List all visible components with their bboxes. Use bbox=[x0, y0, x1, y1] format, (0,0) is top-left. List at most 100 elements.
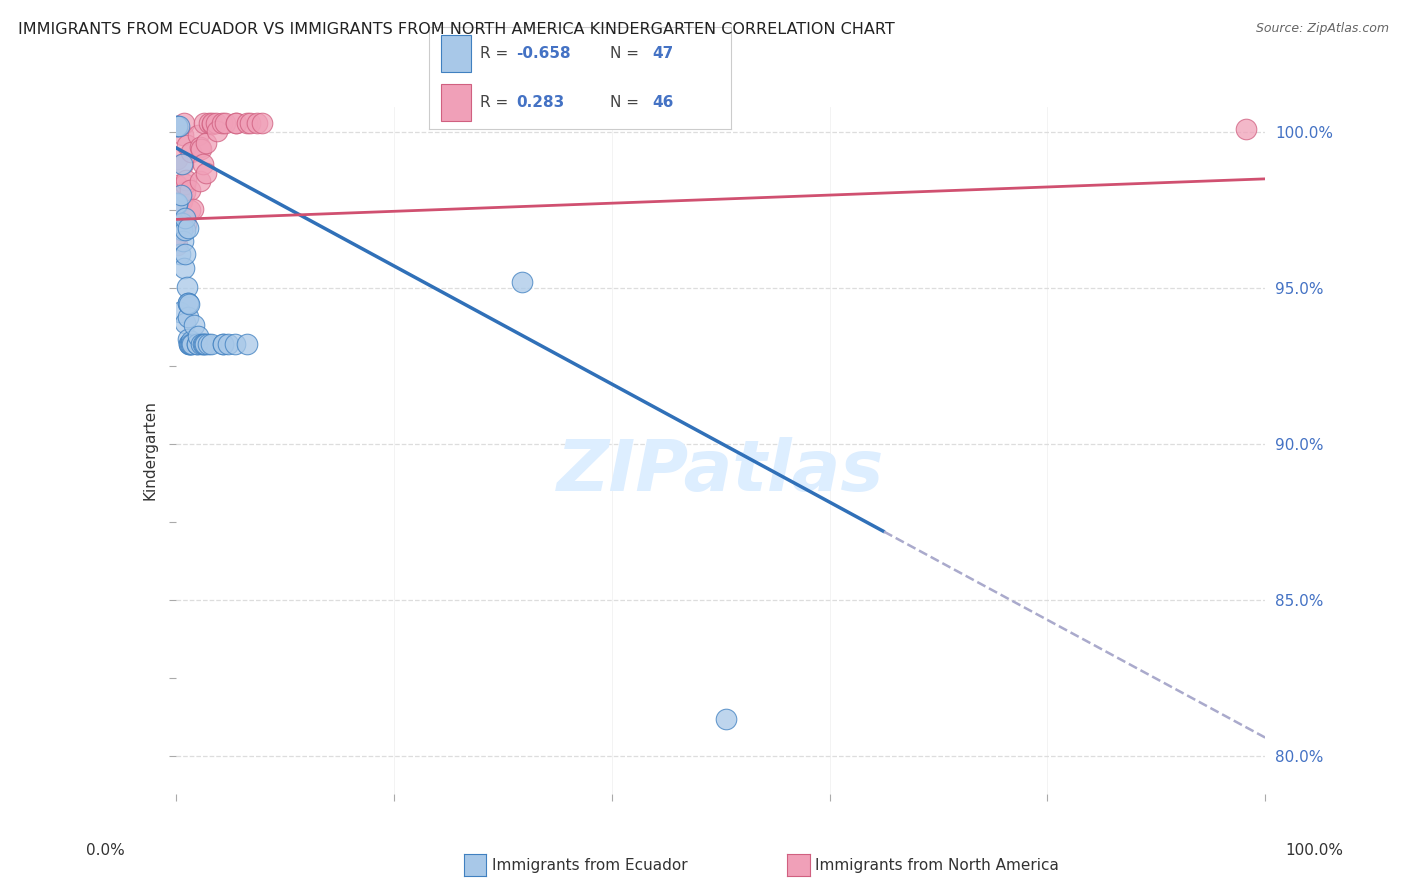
Point bbox=[166, 215, 188, 229]
Text: Immigrants from North America: Immigrants from North America bbox=[815, 858, 1059, 872]
Point bbox=[173, 116, 195, 130]
Text: Immigrants from Ecuador: Immigrants from Ecuador bbox=[492, 858, 688, 872]
Point bbox=[179, 337, 201, 351]
Point bbox=[181, 202, 204, 217]
Point bbox=[166, 178, 188, 192]
Text: 46: 46 bbox=[652, 95, 673, 111]
Point bbox=[173, 211, 195, 225]
Point bbox=[239, 116, 262, 130]
Y-axis label: Kindergarten: Kindergarten bbox=[142, 401, 157, 500]
Point bbox=[194, 337, 217, 351]
Point bbox=[205, 116, 228, 130]
Point bbox=[179, 337, 201, 351]
Text: 100.0%: 100.0% bbox=[1285, 843, 1344, 858]
Point bbox=[188, 174, 211, 188]
Point bbox=[191, 337, 214, 351]
Point bbox=[194, 136, 217, 150]
Point bbox=[170, 191, 193, 205]
Point bbox=[179, 337, 201, 351]
Text: N =: N = bbox=[610, 95, 644, 111]
Point bbox=[176, 295, 198, 310]
Point bbox=[197, 116, 219, 130]
Point bbox=[172, 194, 194, 208]
Point bbox=[179, 202, 201, 217]
Point bbox=[187, 328, 209, 343]
Point bbox=[193, 116, 215, 130]
Point bbox=[191, 157, 214, 171]
Point bbox=[183, 318, 205, 332]
Point bbox=[235, 337, 257, 351]
Text: Source: ZipAtlas.com: Source: ZipAtlas.com bbox=[1256, 22, 1389, 36]
Text: ZIPatlas: ZIPatlas bbox=[557, 436, 884, 506]
Point bbox=[224, 337, 246, 351]
Point bbox=[186, 337, 208, 351]
Bar bbox=[441, 84, 471, 121]
Point bbox=[166, 208, 188, 222]
Point bbox=[176, 172, 198, 186]
Text: 0.283: 0.283 bbox=[516, 95, 565, 111]
Point bbox=[174, 177, 197, 191]
Point bbox=[187, 128, 209, 143]
Point bbox=[177, 297, 200, 311]
Text: -0.658: -0.658 bbox=[516, 45, 571, 61]
Point bbox=[166, 120, 188, 134]
Point bbox=[170, 188, 193, 202]
Point bbox=[207, 124, 229, 138]
Point bbox=[166, 237, 188, 252]
Point bbox=[172, 157, 194, 171]
Point bbox=[177, 333, 200, 347]
Point bbox=[172, 234, 194, 248]
Point bbox=[214, 116, 236, 130]
Point bbox=[167, 119, 190, 133]
Point bbox=[173, 261, 195, 276]
Point bbox=[1234, 122, 1257, 136]
Point bbox=[211, 337, 233, 351]
Point bbox=[166, 152, 188, 166]
Point bbox=[190, 337, 212, 351]
Point bbox=[174, 217, 197, 231]
Point bbox=[177, 296, 200, 310]
Point bbox=[179, 183, 201, 197]
Point bbox=[225, 116, 247, 130]
Point bbox=[212, 337, 235, 351]
Point bbox=[176, 279, 198, 293]
Point bbox=[173, 247, 195, 261]
Text: 0.0%: 0.0% bbox=[86, 843, 125, 858]
Point bbox=[180, 145, 202, 159]
Point bbox=[172, 157, 194, 171]
Point bbox=[166, 119, 188, 133]
Point bbox=[166, 187, 188, 202]
Point bbox=[195, 166, 218, 180]
Point bbox=[166, 188, 188, 202]
Point bbox=[186, 337, 208, 351]
Point bbox=[169, 305, 191, 319]
Point bbox=[217, 337, 239, 351]
Point bbox=[174, 211, 197, 225]
Point bbox=[180, 334, 202, 348]
Point bbox=[188, 140, 211, 154]
Point bbox=[197, 337, 219, 351]
Point bbox=[176, 137, 198, 152]
Point bbox=[166, 196, 188, 211]
Point bbox=[246, 116, 269, 130]
Point bbox=[201, 116, 224, 130]
Text: R =: R = bbox=[481, 45, 513, 61]
Point bbox=[172, 128, 194, 143]
Point bbox=[172, 216, 194, 230]
Point bbox=[174, 185, 197, 199]
Text: R =: R = bbox=[481, 95, 519, 111]
Text: 47: 47 bbox=[652, 45, 673, 61]
Point bbox=[176, 310, 198, 324]
Text: N =: N = bbox=[610, 45, 644, 61]
Point bbox=[172, 223, 194, 237]
Point bbox=[177, 220, 200, 235]
Point bbox=[173, 223, 195, 237]
Point bbox=[166, 197, 188, 211]
Point bbox=[200, 337, 222, 351]
Point bbox=[236, 116, 259, 130]
Point bbox=[510, 275, 533, 289]
Text: IMMIGRANTS FROM ECUADOR VS IMMIGRANTS FROM NORTH AMERICA KINDERGARTEN CORRELATIO: IMMIGRANTS FROM ECUADOR VS IMMIGRANTS FR… bbox=[18, 22, 896, 37]
Point bbox=[180, 337, 202, 351]
Point bbox=[190, 142, 212, 156]
Point bbox=[250, 116, 273, 130]
